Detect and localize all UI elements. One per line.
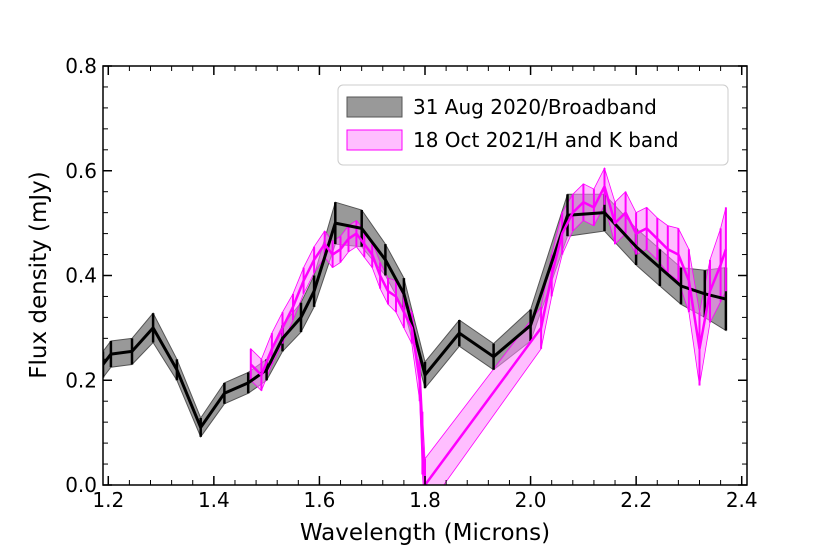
x-tick-label: 1.2 <box>92 488 124 512</box>
x-tick-label: 1.6 <box>304 488 336 512</box>
ticks: 1.2 1.4 1.6 1.8 2.0 2.2 2.4 0.0 0.2 0.4 0.6 0.8 <box>65 54 757 512</box>
series-line-hk-band <box>249 185 728 485</box>
series-lines <box>103 185 728 485</box>
legend-label-broadband: 31 Aug 2020/Broadband <box>413 95 657 119</box>
legend-frame <box>337 84 729 166</box>
series-line-broadband <box>103 211 727 429</box>
legend-swatch-broadband <box>346 96 403 118</box>
x-tick-label: 2.0 <box>515 488 547 512</box>
x-tick-label: 1.8 <box>409 488 441 512</box>
legend-swatch-hk-band <box>346 129 403 151</box>
x-tick-label: 2.2 <box>620 488 652 512</box>
y-tick-label: 0.4 <box>65 264 97 288</box>
legend-label-hk-band: 18 Oct 2021/H and K band <box>413 128 679 152</box>
x-axis-label: Wavelength (Microns) <box>300 520 550 546</box>
y-tick-label: 0.6 <box>65 159 97 183</box>
y-tick-label: 0.2 <box>65 368 97 392</box>
x-tick-label: 1.4 <box>198 488 230 512</box>
y-axis-label: Flux density (mJy) <box>26 171 52 379</box>
legend: 31 Aug 2020/Broadband 18 Oct 2021/H and … <box>337 84 729 166</box>
y-tick-label: 0.8 <box>65 54 97 78</box>
x-tick-label: 2.4 <box>726 488 758 512</box>
y-tick-label: 0.0 <box>65 473 97 497</box>
